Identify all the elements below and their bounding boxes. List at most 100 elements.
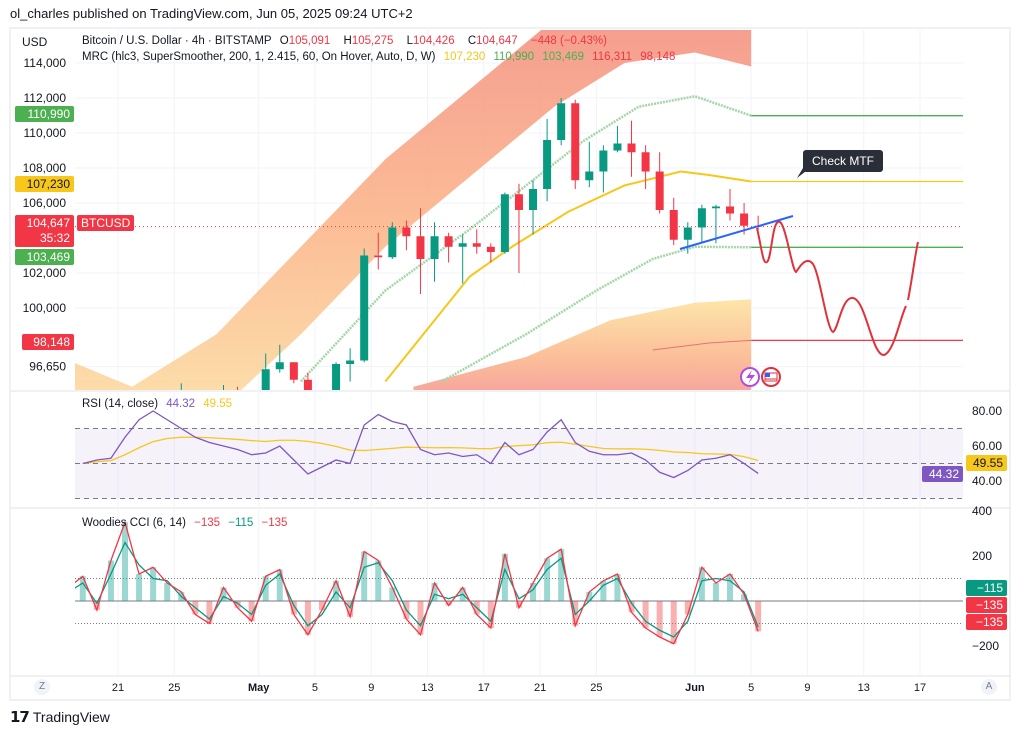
- rsi-legend[interactable]: RSI (14, close) 44.32 49.55: [82, 398, 237, 410]
- candle-body: [93, 571, 101, 580]
- candle-body: [599, 150, 608, 172]
- candle: [500, 192, 509, 254]
- cci-histogram-bar: [445, 601, 452, 606]
- candle: [557, 98, 566, 146]
- cci-histogram-bar: [375, 560, 382, 601]
- mrc-lower-outer-line: [652, 339, 752, 351]
- candle-body: [149, 418, 157, 423]
- rsi-badge: 44.32: [922, 466, 963, 482]
- cci-histogram-bar: [684, 601, 691, 615]
- zoom-reset-button[interactable]: Z: [34, 679, 50, 695]
- us-flag-icon[interactable]: [761, 367, 781, 387]
- rsi-tick-label: 60.00: [972, 439, 1002, 453]
- time-tick-label: 25: [168, 682, 180, 694]
- cci-turbo-badge: −115: [966, 580, 1007, 596]
- cci-histogram-bar: [206, 601, 213, 624]
- candle: [65, 562, 73, 587]
- lightning-icon[interactable]: [740, 367, 760, 387]
- brand-name: TradingView: [32, 709, 110, 725]
- rsi-pane: [75, 410, 963, 499]
- cci-histogram-bar: [727, 574, 734, 601]
- low-value: L104,426: [407, 35, 460, 47]
- close-value: C104,647: [468, 35, 523, 47]
- candle: [248, 392, 256, 432]
- projected-path-drawing[interactable]: [756, 221, 919, 356]
- candle: [627, 120, 636, 177]
- cci-histogram-bar: [712, 583, 719, 601]
- cci-histogram-bar: [136, 574, 143, 601]
- change-value: −448 (−0.43%): [530, 35, 607, 47]
- chart-frame: [9, 27, 1011, 701]
- candle-body: [303, 379, 312, 390]
- candle-body: [374, 255, 383, 258]
- candle-body: [669, 210, 678, 240]
- time-tick-label: 5: [748, 682, 754, 694]
- cci-tick-label: −200: [972, 639, 999, 653]
- time-tick-label: May: [248, 682, 270, 694]
- candle-body: [726, 206, 735, 214]
- tradingview-logo[interactable]: 𝟭𝟳 TradingView: [10, 708, 110, 726]
- auto-scale-button[interactable]: A: [981, 679, 997, 695]
- check-mtf-callout[interactable]: Check MTF: [803, 150, 883, 172]
- low-label: L: [406, 35, 414, 47]
- cci-histogram-bar: [755, 601, 762, 632]
- candle: [289, 362, 298, 384]
- time-tick-label: 9: [804, 682, 810, 694]
- cci-histogram-bar: [107, 560, 114, 601]
- candle: [529, 180, 538, 235]
- rsi-tick-label: 80.00: [972, 404, 1002, 418]
- cci-histogram-bar: [122, 522, 128, 601]
- candle: [360, 248, 369, 363]
- candle: [543, 119, 552, 202]
- candle: [402, 220, 411, 251]
- candle: [430, 222, 439, 282]
- time-tick-label: 21: [112, 682, 124, 694]
- candle-body: [529, 189, 538, 210]
- candle: [641, 145, 650, 189]
- candle-body: [51, 579, 59, 595]
- candle-body: [458, 243, 467, 247]
- rsi-ma-badge: 49.55: [966, 455, 1007, 471]
- candle-body: [318, 399, 326, 408]
- open-number: 105,091: [288, 35, 331, 47]
- cci-line: [75, 520, 759, 645]
- high-value: H105,275: [344, 35, 399, 47]
- price-tick-label: 110,000: [24, 126, 67, 140]
- price-tick-label: 108,000: [23, 161, 67, 175]
- candle: [374, 232, 383, 270]
- candle-body: [346, 360, 355, 364]
- close-label: C: [467, 35, 477, 47]
- cci-histogram-bar: [670, 601, 677, 644]
- cci-tick-label: 200: [972, 549, 992, 563]
- candle: [655, 152, 664, 214]
- candle-body: [416, 236, 425, 259]
- cci-histogram-bar: [248, 601, 255, 622]
- price-tick-label: 100,000: [23, 301, 67, 315]
- cci-value-2: −115: [228, 517, 254, 529]
- candles: [51, 98, 763, 595]
- time-tick-label: 21: [534, 682, 546, 694]
- candle: [697, 204, 706, 244]
- cci-histogram-bar: [234, 601, 241, 608]
- lower-outer-price-badge: 98,148: [22, 334, 74, 350]
- trendline-drawing[interactable]: [679, 215, 794, 250]
- mrc-title: MRC (hlc3, SuperSmoother, 200, 1, 2.415,…: [82, 51, 436, 63]
- cci-value-1: −135: [194, 517, 221, 529]
- mrc-legend[interactable]: MRC (hlc3, SuperSmoother, 200, 1, 2.415,…: [82, 51, 680, 63]
- cci-histogram-bar: [276, 569, 283, 601]
- cci-tick-label: 400: [972, 504, 992, 518]
- candle: [683, 222, 692, 254]
- symbol-legend[interactable]: Bitcoin / U.S. Dollar · 4h · BITSTAMP O1…: [82, 35, 612, 47]
- cci-histogram-bar: [150, 567, 157, 601]
- cci-badge-a: −135: [966, 597, 1007, 613]
- rsi-ma-value: 49.55: [203, 398, 233, 410]
- cci-legend[interactable]: Woodies CCI (6, 14) −135 −115 −135: [82, 517, 292, 529]
- mrc-upper-inner-value: 110,990: [493, 51, 535, 63]
- candle-body: [543, 140, 552, 189]
- candle: [261, 353, 270, 390]
- cci-pane: [75, 520, 963, 645]
- tradingview-logo-icon: 𝟭𝟳: [10, 709, 30, 726]
- cci-histogram-bar: [164, 583, 171, 601]
- candle-body: [514, 194, 523, 210]
